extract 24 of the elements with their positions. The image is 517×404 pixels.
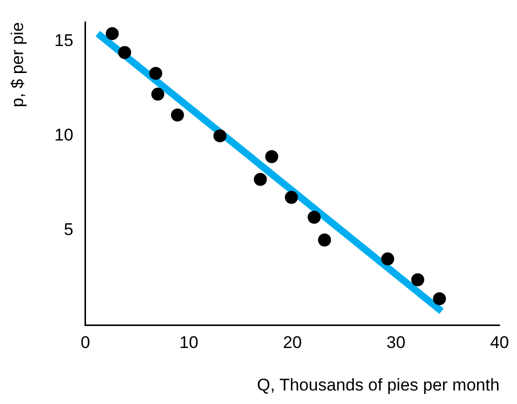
point [213,129,226,142]
y-tick-label: 15 [54,30,74,50]
x-tick-label: 0 [80,333,90,352]
x-tick-label: 30 [386,333,406,352]
point [254,172,267,186]
point [318,233,332,246]
point [265,150,278,164]
point [151,88,164,101]
point [118,46,132,59]
x-axis-title: Q, Thousands of pies per month [256,375,500,394]
point [308,210,321,224]
point [411,273,424,286]
point [432,292,446,306]
point [284,190,298,204]
x-tick-label: 20 [282,333,302,352]
x-tick-label: 40 [490,333,510,352]
point [170,108,184,122]
y-tick-label: 5 [64,220,74,240]
x-tick-label: 10 [179,333,198,352]
point [381,252,394,266]
point [106,27,119,40]
point [149,66,162,80]
y-tick-label: 10 [54,126,74,145]
y-axis-title: p, $ per pie [8,22,27,108]
